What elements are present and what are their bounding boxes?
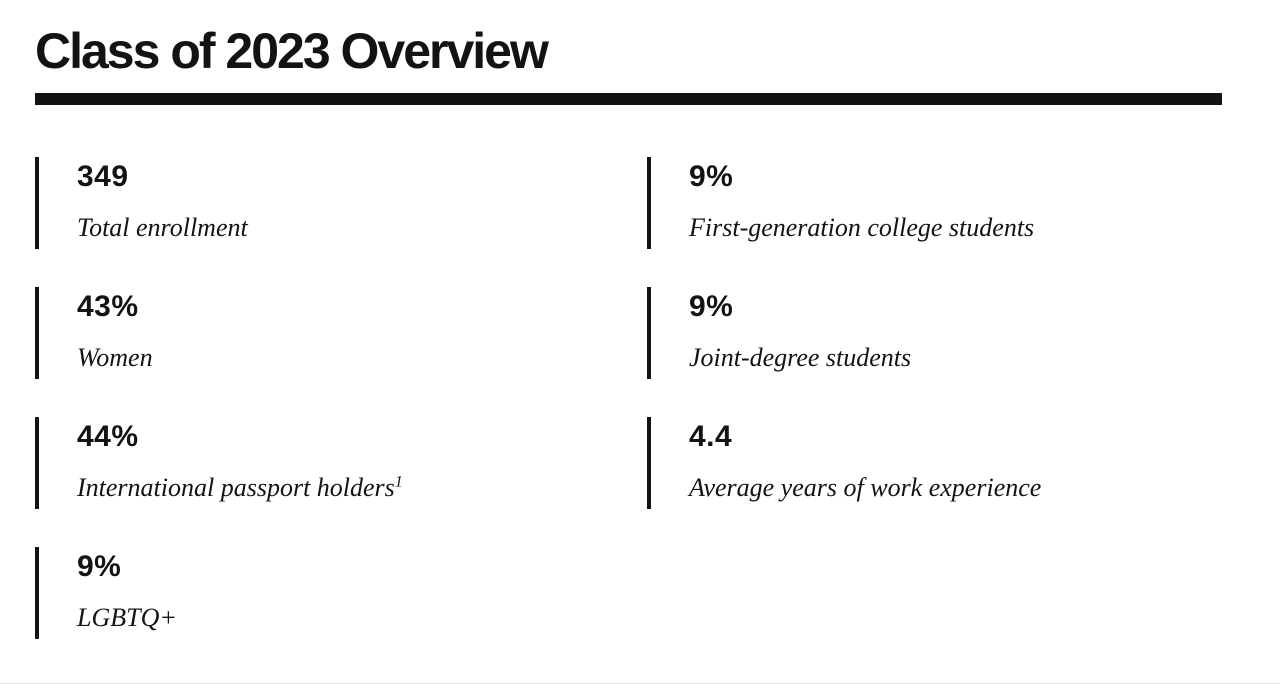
stat-body: 4.4 Average years of work experience	[651, 417, 1041, 509]
stat-value: 4.4	[689, 420, 733, 453]
stat-value: 44%	[77, 420, 139, 453]
stat-item-lgbtq: 9% LGBTQ+	[35, 547, 647, 639]
stat-value: 9%	[77, 550, 122, 583]
stat-label-text: Women	[77, 343, 153, 372]
stat-item-first-generation: 9% First-generation college students	[647, 157, 1222, 249]
stat-accent-bar	[647, 417, 651, 509]
stat-accent-bar	[35, 287, 39, 379]
stat-accent-bar	[35, 157, 39, 249]
stat-label: Joint-degree students	[689, 345, 911, 379]
page-title: Class of 2023 Overview	[35, 23, 549, 79]
stats-grid: 349 Total enrollment 43% Women 44% Inter…	[35, 157, 1222, 639]
stat-body: 9% Joint-degree students	[651, 287, 911, 379]
stat-body: 9% LGBTQ+	[39, 547, 177, 639]
stat-value: 9%	[689, 160, 734, 193]
stat-item-women: 43% Women	[35, 287, 647, 379]
stat-label-text: Average years of work experience	[689, 473, 1042, 502]
stat-label-text: LGBTQ+	[77, 603, 177, 632]
section-divider	[35, 93, 1222, 105]
stat-label: International passport holders1	[77, 473, 403, 509]
stat-item-international-passport-holders: 44% International passport holders1	[35, 417, 647, 509]
stat-accent-bar	[35, 547, 39, 639]
stat-label: Average years of work experience	[689, 475, 1041, 509]
stat-body: 9% First-generation college students	[651, 157, 1034, 249]
stat-item-total-enrollment: 349 Total enrollment	[35, 157, 647, 249]
stat-label: First-generation college students	[689, 215, 1034, 249]
stat-value: 43%	[77, 290, 139, 323]
stat-label-text: First-generation college students	[689, 213, 1035, 242]
stat-label: Total enrollment	[77, 215, 248, 249]
stat-value: 9%	[689, 290, 734, 323]
stat-label: Women	[77, 345, 153, 379]
stat-label-text: Total enrollment	[77, 213, 248, 242]
stat-body: 44% International passport holders1	[39, 417, 403, 509]
stat-item-joint-degree: 9% Joint-degree students	[647, 287, 1222, 379]
stat-label-text: Joint-degree students	[689, 343, 912, 372]
stat-value: 349	[77, 160, 129, 193]
stat-body: 349 Total enrollment	[39, 157, 248, 249]
stat-footnote-marker: 1	[394, 473, 403, 491]
stat-item-work-experience: 4.4 Average years of work experience	[647, 417, 1222, 509]
stat-accent-bar	[647, 157, 651, 249]
stat-label: LGBTQ+	[77, 605, 177, 639]
stat-label-text: International passport holders	[77, 473, 395, 502]
stat-accent-bar	[35, 417, 39, 509]
stat-accent-bar	[647, 287, 651, 379]
stat-body: 43% Women	[39, 287, 153, 379]
